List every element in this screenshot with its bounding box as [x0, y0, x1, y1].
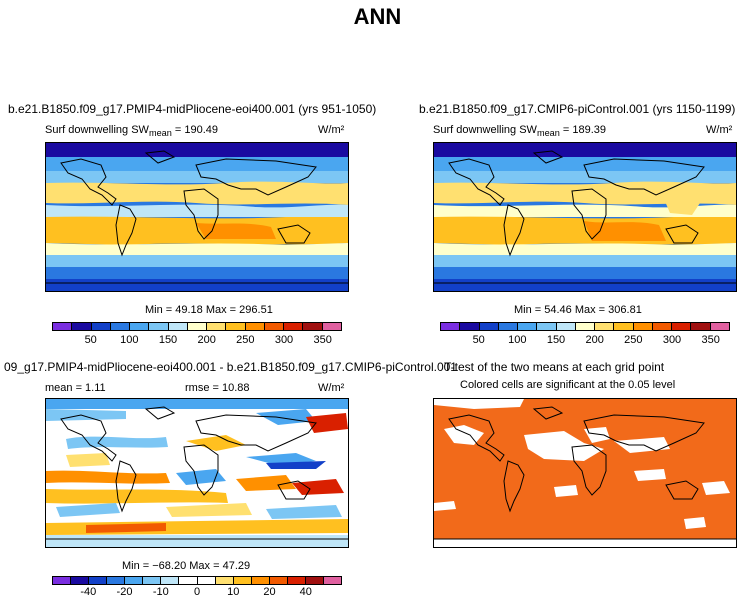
colorbar-tick: 250 — [624, 334, 643, 346]
panel1-colorbar-ticks: 50 100 150 200 250 300 350 — [52, 334, 342, 348]
panel3-colorbar-ticks: -40 -20 -10 0 10 20 40 — [52, 586, 342, 600]
panel1-variable: Surf downwelling SWmean = 190.49 — [45, 124, 219, 139]
panel2-colorbar — [440, 322, 730, 331]
colorbar-tick: 20 — [263, 586, 276, 598]
colorbar-tick: 50 — [84, 334, 97, 346]
panel3-mean: mean = 1.11 — [45, 382, 106, 394]
panel3-colorbar — [52, 576, 342, 585]
colorbar-tick: 150 — [546, 334, 566, 346]
colorbar-tick: -10 — [152, 586, 169, 598]
panel3-map — [45, 398, 349, 548]
panel3-minmax: Min = −68.20 Max = 47.29 — [122, 560, 251, 572]
panel4-subtitle: Colored cells are significant at the 0.0… — [460, 379, 676, 391]
panel1-units: W/m² — [318, 124, 345, 136]
colorbar-tick: 100 — [120, 334, 139, 346]
panel1-minmax: Min = 49.18 Max = 296.51 — [145, 304, 273, 316]
panel2-title: b.e21.B1850.f09_g17.CMIP6-piControl.001 … — [419, 102, 736, 116]
colorbar-tick: 100 — [508, 334, 527, 346]
colorbar-tick: 10 — [227, 586, 240, 598]
colorbar-tick: -20 — [116, 586, 133, 598]
colorbar-tick: 250 — [236, 334, 255, 346]
colorbar-tick: 350 — [313, 334, 332, 346]
colorbar-tick: 200 — [585, 334, 604, 346]
colorbar-tick: 300 — [662, 334, 682, 346]
colorbar-tick: -40 — [80, 586, 97, 598]
panel3-rmse: rmse = 10.88 — [185, 382, 250, 394]
colorbar-tick: 0 — [193, 586, 201, 598]
panel1-title: b.e21.B1850.f09_g17.PMIP4-midPliocene-eo… — [8, 102, 377, 116]
panel2-units: W/m² — [706, 124, 733, 136]
map-sw-mid-pliocene — [46, 143, 348, 291]
panel2-map — [433, 142, 737, 292]
colorbar-tick: 300 — [274, 334, 294, 346]
panel3-units: W/m² — [318, 382, 345, 394]
panel4-title: T-test of the two means at each grid poi… — [444, 360, 665, 374]
panel2-variable: Surf downwelling SWmean = 189.39 — [433, 124, 607, 139]
colorbar-tick: 350 — [701, 334, 720, 346]
map-sw-picontrol — [434, 143, 736, 291]
panel1-map — [45, 142, 349, 292]
colorbar-tick: 50 — [472, 334, 485, 346]
panel1-colorbar — [52, 322, 342, 331]
colorbar-tick: 40 — [299, 586, 312, 598]
figure-title: ANN — [353, 4, 402, 29]
map-ttest-significance — [434, 399, 736, 547]
colorbar-tick: 150 — [158, 334, 178, 346]
panel3-title: 09_g17.PMIP4-midPliocene-eoi400.001 - b.… — [4, 360, 457, 374]
panel2-minmax: Min = 54.46 Max = 306.81 — [514, 304, 642, 316]
colorbar-tick: 200 — [197, 334, 216, 346]
panel4-map — [433, 398, 737, 548]
panel2-colorbar-ticks: 50 100 150 200 250 300 350 — [440, 334, 730, 348]
map-sw-difference — [46, 399, 348, 547]
